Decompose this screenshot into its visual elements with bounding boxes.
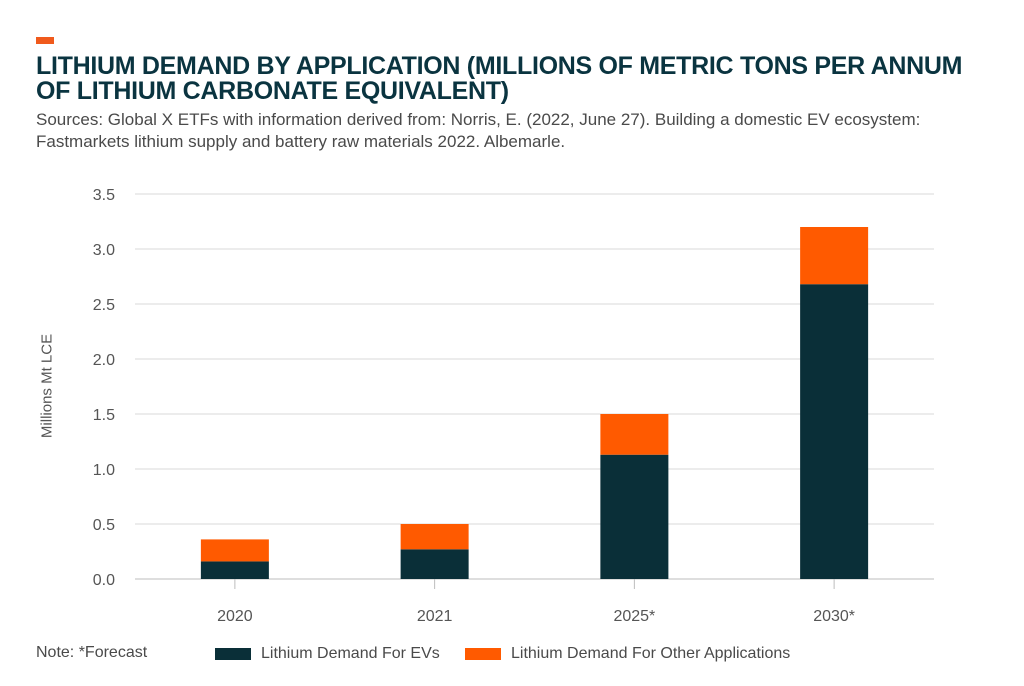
y-tick-label: 3.0: [93, 242, 115, 259]
y-tick-label: 2.0: [93, 352, 115, 369]
bar-evs: [600, 454, 669, 579]
y-tick-label: 0.0: [93, 572, 115, 589]
legend-item-evs: Lithium Demand For EVs: [215, 644, 440, 664]
bar-evs: [400, 549, 469, 579]
legend-swatch-other: [465, 648, 501, 660]
x-tick-label: 2020: [217, 608, 253, 625]
chart-title: LITHIUM DEMAND BY APPLICATION (MILLIONS …: [36, 52, 963, 105]
y-tick-label: 1.0: [93, 462, 115, 479]
x-tick-label: 2025*: [613, 608, 655, 625]
title-accent-bar: [36, 37, 54, 44]
bar-evs: [200, 561, 269, 579]
legend-label-evs: Lithium Demand For EVs: [261, 645, 440, 662]
bar-other-applications: [400, 524, 469, 550]
bar-evs: [800, 284, 869, 579]
bar-other-applications: [600, 414, 669, 455]
y-tick-label: 1.5: [93, 407, 115, 424]
forecast-note: Note: *Forecast: [36, 644, 148, 661]
y-tick-label: 2.5: [93, 297, 115, 314]
y-tick-label: 3.5: [93, 187, 115, 204]
legend-label-other: Lithium Demand For Other Applications: [511, 645, 791, 662]
legend-swatch-evs: [215, 648, 251, 660]
x-tick-label: 2030*: [813, 608, 855, 625]
legend-item-other: Lithium Demand For Other Applications: [465, 644, 790, 664]
x-tick-label: 2021: [417, 608, 453, 625]
bar-other-applications: [800, 227, 869, 285]
chart-subtitle: Sources: Global X ETFs with information …: [36, 110, 921, 151]
y-tick-label: 0.5: [93, 517, 115, 534]
bar-other-applications: [200, 539, 269, 562]
